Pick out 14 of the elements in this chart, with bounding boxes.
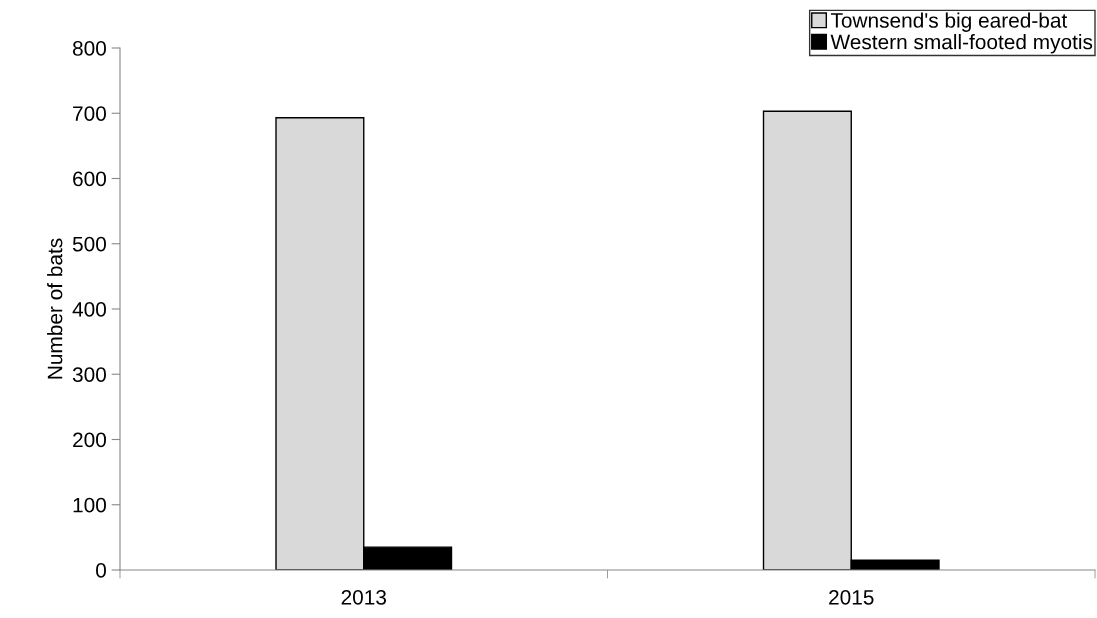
y-tick-label: 200: [73, 432, 106, 448]
y-axis-title: Number of bats: [47, 238, 63, 379]
y-tick-label: 100: [73, 497, 106, 513]
y-tick-label: 400: [72, 302, 106, 317]
x-tick-label: 2013: [341, 589, 387, 605]
y-tick-label: 500: [72, 236, 106, 252]
legend-label: Townsend's big eared-bat: [830, 12, 1068, 32]
y-tick-label: 600: [73, 171, 106, 187]
y-tick-label: 0: [96, 563, 106, 578]
y-tick-label: 700: [73, 106, 106, 121]
y-tick-label: 800: [72, 41, 106, 56]
x-tick-label: 2015: [829, 589, 874, 605]
legend-label: Western small-footed myotis: [830, 34, 1093, 54]
y-tick-label: 300: [72, 367, 106, 382]
